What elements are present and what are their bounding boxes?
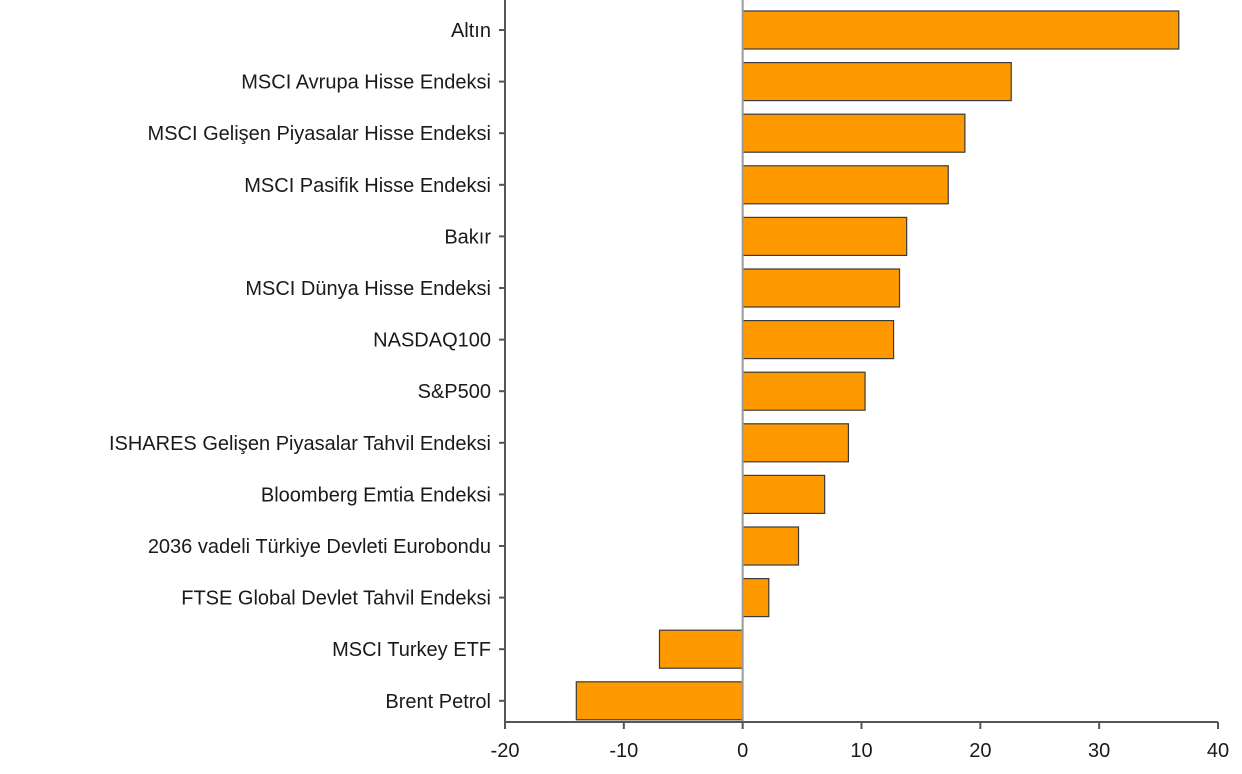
category-label: 2036 vadeli Türkiye Devleti Eurobondu — [148, 536, 491, 558]
bar — [742, 371, 866, 411]
x-tick-label: 10 — [850, 740, 872, 762]
bar — [742, 10, 1180, 50]
bar — [742, 216, 908, 256]
bar — [742, 113, 966, 153]
x-tick-label: 40 — [1207, 740, 1229, 762]
axes-layer — [499, 0, 1219, 729]
category-label: MSCI Pasifik Hisse Endeksi — [244, 175, 491, 197]
category-label: Altın — [451, 20, 491, 42]
bar — [575, 681, 744, 721]
category-label: MSCI Gelişen Piyasalar Hisse Endeksi — [148, 123, 491, 145]
category-label: Bloomberg Emtia Endeksi — [261, 484, 491, 506]
bar — [742, 61, 1012, 102]
x-tick-label: 20 — [969, 740, 991, 762]
bar — [742, 268, 901, 308]
bar — [742, 423, 850, 463]
category-label: MSCI Dünya Hisse Endeksi — [245, 278, 491, 300]
bars-layer — [575, 10, 1180, 721]
category-label: Bakır — [444, 226, 491, 248]
category-label: S&P500 — [418, 381, 491, 403]
bar — [742, 320, 895, 360]
labels-layer: Altın MSCI Avrupa Hisse Endeksi MSCI Geliş… — [109, 20, 1229, 762]
bar — [658, 629, 744, 669]
x-tick-label: -20 — [491, 740, 520, 762]
x-tick-label: -10 — [609, 740, 638, 762]
bar — [742, 165, 949, 205]
x-tick-label: 0 — [737, 740, 748, 762]
category-label: MSCI Turkey ETF — [332, 639, 491, 661]
bar — [742, 526, 800, 566]
bar — [742, 474, 826, 514]
category-label: Brent Petrol — [385, 691, 491, 713]
bar — [742, 577, 770, 618]
category-label: FTSE Global Devlet Tahvil Endeksi — [181, 588, 491, 610]
category-label: NASDAQ100 — [373, 330, 491, 352]
category-label: ISHARES Gelişen Piyasalar Tahvil Endeksi — [109, 433, 491, 455]
category-label: MSCI Avrupa Hisse Endeksi — [241, 72, 491, 94]
x-tick-label: 30 — [1088, 740, 1110, 762]
